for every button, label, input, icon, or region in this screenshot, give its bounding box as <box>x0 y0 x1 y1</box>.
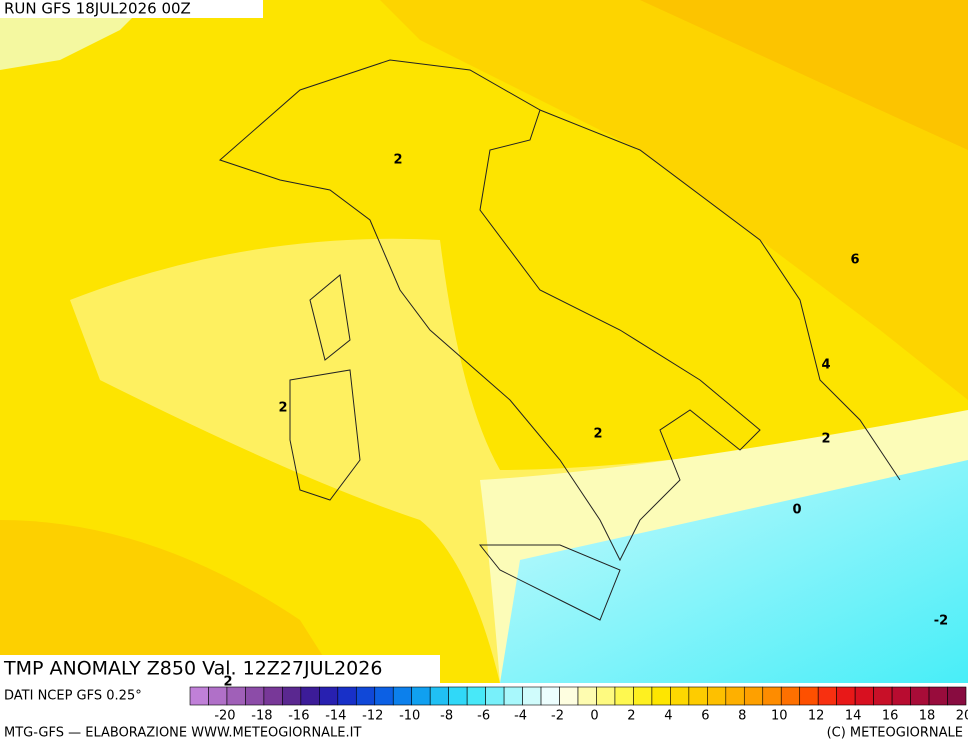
colorbar-swatch <box>282 686 302 706</box>
colorbar-label: 0 <box>590 709 598 724</box>
contour-label: 2 <box>821 432 830 447</box>
colorbar-swatch <box>300 686 320 706</box>
colorbar-swatch <box>485 686 505 706</box>
colorbar-swatch <box>596 686 616 706</box>
footer-right: (C) METEOGIORNALE <box>827 726 963 741</box>
colorbar-swatch <box>947 686 967 706</box>
contour-label: 2 <box>393 153 402 168</box>
colorbar-swatch <box>337 686 357 706</box>
colorbar-label: 20 <box>956 709 968 724</box>
colorbar-label: -2 <box>551 709 564 724</box>
colorbar-label: 16 <box>882 709 899 724</box>
colorbar-swatch <box>522 686 542 706</box>
colorbar-swatch <box>891 686 911 706</box>
contour-label: 2 <box>223 675 232 690</box>
colorbar-swatch <box>670 686 690 706</box>
colorbar-swatch <box>614 686 634 706</box>
colorbar-label: -14 <box>325 709 346 724</box>
colorbar-label: 12 <box>808 709 825 724</box>
colorbar-label: 18 <box>919 709 936 724</box>
colorbar-swatch <box>688 686 708 706</box>
colorbar-label: -8 <box>440 709 453 724</box>
colorbar-swatch <box>208 686 228 706</box>
colorbar-swatch <box>762 686 782 706</box>
contour-labels: 2 2 2 2 6 4 0 -2 2 <box>223 153 948 690</box>
contour-label: 2 <box>593 427 602 442</box>
contour-label: 6 <box>850 253 859 268</box>
colorbar-swatch <box>355 686 376 706</box>
colorbar-swatch <box>633 686 653 706</box>
map <box>0 0 968 683</box>
contour-label: 2 <box>278 401 287 416</box>
colorbar-swatch <box>725 686 745 706</box>
colorbar-swatch <box>540 686 560 706</box>
colorbar-swatch <box>854 686 874 706</box>
colorbar-swatch <box>448 686 468 706</box>
colorbar-label: -20 <box>214 709 235 724</box>
header-box <box>0 0 263 18</box>
colorbar-swatch <box>559 686 579 706</box>
contour-label: 0 <box>792 503 801 518</box>
colorbar-label: 6 <box>701 709 709 724</box>
colorbar-swatch <box>263 686 283 706</box>
colorbar-label: -6 <box>477 709 490 724</box>
colorbar-label: 4 <box>664 709 672 724</box>
colorbar-label: 8 <box>738 709 746 724</box>
colorbar-swatch <box>466 686 486 706</box>
colorbar-label: -4 <box>514 709 527 724</box>
title-box <box>0 655 440 683</box>
colorbar-swatch <box>411 686 431 706</box>
colorbar-swatch <box>319 686 339 706</box>
colorbar-swatch <box>651 686 671 706</box>
colorbar-swatch <box>226 686 246 706</box>
contour-label: 4 <box>821 358 830 373</box>
map-title: TMP ANOMALY Z850 Val. 12Z27JUL2026 <box>3 658 382 680</box>
colorbar-swatch <box>503 686 523 706</box>
colorbar-swatch <box>873 686 893 706</box>
colorbar-swatch <box>910 686 930 706</box>
colorbar-label: -16 <box>288 709 309 724</box>
colorbar-label: -12 <box>362 709 383 724</box>
colorbar-swatch <box>392 686 413 706</box>
colorbar-swatch <box>374 686 394 706</box>
colorbar-swatch <box>429 686 449 706</box>
colorbar-swatch <box>189 686 209 706</box>
colorbar-swatch <box>836 686 856 706</box>
colorbar-swatch <box>799 686 819 706</box>
source-label: DATI NCEP GFS 0.25° <box>4 689 142 704</box>
colorbar-swatch <box>928 686 948 706</box>
contour-label: -2 <box>934 614 948 629</box>
colorbar-swatch <box>780 686 801 706</box>
colorbar-swatch <box>707 686 727 706</box>
colorbar-swatch <box>577 686 597 706</box>
colorbar-label: 10 <box>771 709 788 724</box>
run-label: RUN GFS 18JUL2026 00Z <box>4 0 191 18</box>
footer-left: MTG-GFS — ELABORAZIONE WWW.METEOGIORNALE… <box>4 726 361 741</box>
colorbar-label: 14 <box>845 709 862 724</box>
colorbar-swatch <box>743 686 764 706</box>
colorbar-label: -18 <box>251 709 272 724</box>
colorbar-swatch <box>245 686 265 706</box>
colorbar-label: 2 <box>627 709 635 724</box>
colorbar: -20 -18 -16 -14 -12 -10 -8 -6 -4 -2 0 2 4 6 8 10 12 14 16 1… <box>189 686 968 724</box>
colorbar-swatch <box>817 686 837 706</box>
colorbar-label: -10 <box>399 709 420 724</box>
